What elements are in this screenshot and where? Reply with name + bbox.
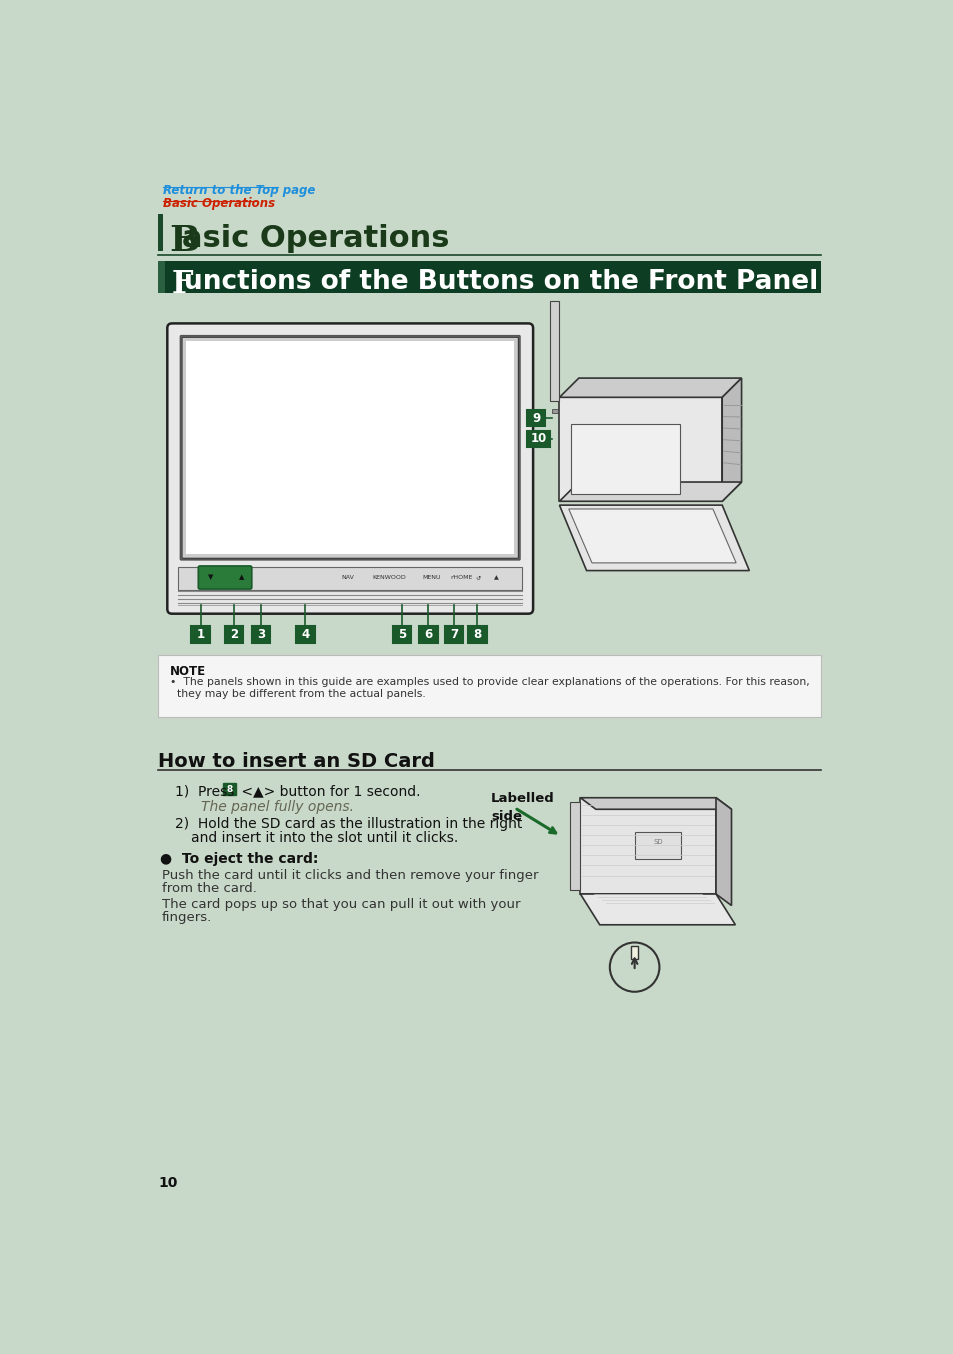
Text: How to insert an SD Card: How to insert an SD Card [158,751,435,770]
Text: The card pops up so that you can pull it out with your: The card pops up so that you can pull it… [162,898,519,911]
Polygon shape [579,798,716,894]
Text: 1: 1 [196,628,205,640]
Text: 8: 8 [226,785,233,793]
Text: 7: 7 [450,628,457,640]
FancyBboxPatch shape [180,336,519,559]
Text: 4: 4 [301,628,309,640]
Polygon shape [721,378,740,501]
FancyBboxPatch shape [158,655,820,716]
FancyBboxPatch shape [186,341,514,554]
Text: 6: 6 [424,628,432,640]
Polygon shape [630,945,638,960]
FancyBboxPatch shape [634,833,680,860]
FancyBboxPatch shape [468,626,486,643]
FancyBboxPatch shape [158,214,162,250]
Text: Return to the Top page: Return to the Top page [163,184,315,198]
FancyBboxPatch shape [526,431,550,447]
FancyBboxPatch shape [158,261,820,294]
Text: ▲: ▲ [239,574,244,581]
Text: ▼: ▼ [208,574,213,581]
Polygon shape [568,509,736,563]
FancyBboxPatch shape [198,566,252,589]
Text: NAV: NAV [341,575,354,580]
FancyBboxPatch shape [224,626,243,643]
FancyBboxPatch shape [550,301,558,401]
Text: ▲: ▲ [494,575,498,580]
FancyBboxPatch shape [526,410,545,425]
Text: 3: 3 [256,628,265,640]
FancyBboxPatch shape [444,626,463,643]
Text: Labelled
side: Labelled side [491,792,555,823]
Text: 2: 2 [230,628,237,640]
FancyBboxPatch shape [223,783,236,795]
FancyBboxPatch shape [571,424,679,494]
Text: <▲> button for 1 second.: <▲> button for 1 second. [236,784,420,799]
FancyBboxPatch shape [192,626,210,643]
FancyBboxPatch shape [178,567,521,590]
Text: Push the card until it clicks and then remove your finger: Push the card until it clicks and then r… [162,869,537,883]
FancyBboxPatch shape [167,324,533,613]
FancyBboxPatch shape [393,626,411,643]
Text: 5: 5 [397,628,406,640]
Text: 2)  Hold the SD card as the illustration in the right: 2) Hold the SD card as the illustration … [174,816,522,831]
Text: SD: SD [653,838,662,845]
Text: from the card.: from the card. [162,883,256,895]
Polygon shape [579,894,735,925]
FancyBboxPatch shape [252,626,270,643]
Text: ↺: ↺ [475,575,480,580]
Text: MENU: MENU [422,575,440,580]
Polygon shape [716,798,731,906]
Text: 8: 8 [473,628,481,640]
FancyBboxPatch shape [418,626,437,643]
Text: unctions of the Buttons on the Front Panel: unctions of the Buttons on the Front Pan… [183,268,817,295]
FancyBboxPatch shape [551,409,558,413]
Text: ●  To eject the card:: ● To eject the card: [159,852,317,865]
FancyBboxPatch shape [569,802,579,890]
Text: The panel fully opens.: The panel fully opens. [200,800,354,814]
Text: 1)  Press: 1) Press [174,784,238,799]
Polygon shape [558,482,740,501]
Text: •  The panels shown in this guide are examples used to provide clear explanation: • The panels shown in this guide are exa… [170,677,808,686]
Polygon shape [579,798,731,810]
Text: and insert it into the slot until it clicks.: and insert it into the slot until it cli… [191,831,457,845]
Text: Basic Operations: Basic Operations [163,198,275,210]
Text: 9: 9 [532,412,539,425]
Text: asic Operations: asic Operations [182,223,449,253]
Polygon shape [558,505,748,570]
Text: KENWOOD: KENWOOD [372,575,405,580]
Text: B: B [169,223,199,259]
Text: they may be different from the actual panels.: they may be different from the actual pa… [177,689,426,699]
Polygon shape [558,397,721,501]
FancyBboxPatch shape [158,261,165,294]
Text: ґHOME: ґHOME [450,575,473,580]
Text: 10: 10 [158,1175,177,1190]
Text: 10: 10 [530,432,546,445]
Text: fingers.: fingers. [162,911,212,923]
Text: F: F [171,268,193,299]
Text: NOTE: NOTE [170,665,206,677]
FancyBboxPatch shape [182,337,517,558]
FancyBboxPatch shape [295,626,314,643]
Polygon shape [558,378,740,397]
